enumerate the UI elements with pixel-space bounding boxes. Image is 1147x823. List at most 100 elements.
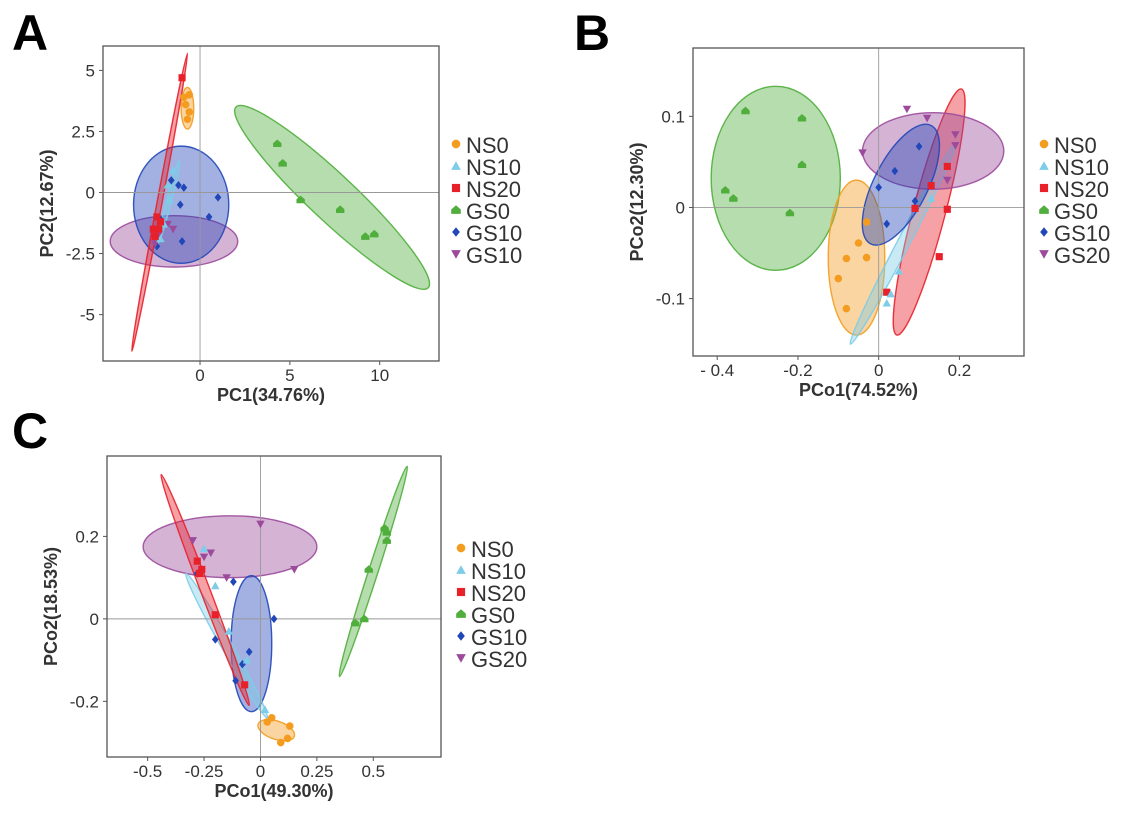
panel-b-point-gs0: [797, 160, 807, 168]
panel-b-legend-key-ns10: [1039, 161, 1049, 170]
panel-b-point-gs20: [951, 142, 960, 150]
panel-a-point-ns0: [181, 100, 190, 109]
panel-a-y-tick-label: 0: [86, 184, 95, 203]
panel-b-ellipse-ns0: [827, 179, 886, 336]
panel-a-point-ns0: [185, 108, 194, 116]
panel-c-x-axis-label: PCo1(49.30%): [214, 781, 333, 801]
panel-b-point-gs0: [729, 194, 738, 202]
panel-c-point-gs10: [245, 647, 253, 657]
panel-c-point-gs10: [270, 614, 278, 624]
panel-a-point-gs10: [167, 176, 175, 185]
panel-b-point-ns10: [926, 194, 936, 202]
panel-a-x-tick-label: 0: [195, 366, 204, 385]
panel-a-y-tick-label: 5: [86, 61, 95, 80]
panel-c-legend-label: NS0: [471, 537, 514, 562]
panel-c-point-ns20: [241, 681, 249, 689]
panel-b-legend-label: GS20: [1054, 243, 1110, 268]
panel-b-x-tick-label: 0: [874, 361, 883, 380]
panel-c-point-gs20: [199, 553, 209, 562]
panel-a-point-gs0: [296, 195, 305, 204]
panel-a-point-ns20: [149, 225, 157, 233]
panel-a-y-axis-label: PC2(12.67%): [37, 149, 57, 257]
panel-c-y-tick-label: -0.2: [70, 692, 99, 711]
panel-a-point-ns10: [163, 180, 172, 189]
panel-b-legend-label: NS10: [1054, 155, 1109, 180]
panel-b-point-ns10: [886, 289, 895, 298]
panel-c-point-gs10: [230, 577, 237, 586]
panel-a-point-ns0: [185, 91, 194, 99]
panel-a-y-tick-label: 2.5: [71, 122, 95, 141]
panel-a-point-gs0: [370, 229, 379, 238]
panel-a-point-ns10: [165, 195, 174, 204]
panel-c-point-ns0: [263, 718, 272, 726]
panel-b-ellipse-gs0: [710, 85, 842, 272]
panel-a-legend-label: GS0: [466, 199, 510, 224]
panel-a-y-tick-label: -2.5: [66, 245, 95, 264]
panel-a-point-gs0: [335, 205, 345, 213]
panel-b-point-gs20: [902, 105, 912, 114]
panel-a-point-ns20: [156, 218, 165, 226]
panel-c-point-ns0: [276, 738, 285, 747]
panel-b-x-tick-label: 0.2: [948, 361, 972, 380]
panel-c-x-tick-label: -0.5: [133, 762, 162, 781]
panel-c-x-tick-label: 0.25: [300, 762, 333, 781]
panel-b-y-tick-label: -0.1: [656, 290, 685, 309]
panel-b-legend-label: NS0: [1054, 133, 1097, 158]
panel-b-legend-key-gs0: [1039, 205, 1049, 214]
panel-a-point-ns20: [155, 225, 163, 233]
panel-c-legend-label: GS10: [471, 625, 527, 650]
panel-a-point-gs0: [278, 159, 287, 167]
panel-a-point-gs10: [178, 237, 186, 246]
panel-c-legend: NS0 NS10 NS20 GS0 GS10 GS20: [456, 537, 527, 672]
panel-b-y-tick-label: 0.1: [661, 107, 685, 126]
panel-c-y-axis-label: PCo2(18.53%): [41, 547, 61, 666]
panel-b-point-ns20: [935, 253, 943, 261]
panel-c-y-tick-label: 0: [90, 610, 99, 629]
panel-c-legend-label: GS0: [471, 603, 515, 628]
panel-b-point-ns10: [882, 298, 891, 307]
panel-c-legend-key-ns0: [456, 543, 466, 553]
panel-c-point-gs10: [211, 635, 219, 644]
panel-b-point-gs10: [883, 219, 891, 229]
panel-b-x-tick-label: - 0.4: [700, 361, 734, 380]
panel-a-point-gs10: [214, 193, 222, 202]
panel-a-label: A: [12, 5, 48, 61]
panel-a-plot-frame: [102, 45, 440, 362]
panel-c-ellipse-ns20: [160, 473, 251, 707]
panel-b-point-gs10: [875, 183, 883, 192]
panel-a-legend-key-ns20: [451, 183, 461, 193]
panel-a-point-gs20: [168, 225, 178, 234]
panel-c-point-ns10: [211, 581, 220, 590]
panel-a-legend-label: NS20: [466, 177, 521, 202]
panel-c-point-gs10: [232, 676, 239, 685]
panel-c-ellipse-gs0: [338, 465, 409, 678]
panel-b-point-gs0: [741, 106, 750, 115]
panel-a-x-tick-label: 5: [285, 366, 294, 385]
panel-b-x-tick-label: -0.2: [783, 361, 812, 380]
panel-b-point-ns0: [854, 239, 863, 247]
panel-c-legend-key-gs20: [456, 654, 466, 663]
panel-c-x-tick-label: 0.5: [361, 762, 385, 781]
panel-c-point-gs0: [382, 528, 392, 536]
panel-b-point-gs0: [721, 185, 730, 194]
panel-a-point-ns20: [153, 213, 161, 221]
panel-c-legend-label: GS20: [471, 647, 527, 672]
panel-b-legend-key-gs20: [1039, 250, 1049, 259]
panel-b-legend-label: NS20: [1054, 177, 1109, 202]
panel-a-point-gs0: [361, 232, 370, 240]
panel-b-legend: NS0 NS10 NS20 GS0 GS10 GS20: [1039, 133, 1110, 268]
panel-c-x-tick-label: -0.25: [185, 762, 224, 781]
panel-c-point-gs20: [188, 537, 197, 545]
panel-b-point-gs10: [891, 166, 899, 176]
panel-a-point-gs20: [150, 240, 160, 248]
panel-c-ellipse-ns0: [257, 718, 296, 742]
panel-a-legend-label: GS10: [466, 221, 522, 246]
panel-c-point-ns10: [199, 544, 209, 553]
panel-b-point-gs20: [951, 131, 960, 139]
panel-b-point-ns0: [834, 274, 843, 283]
panel-b-point-gs0: [785, 208, 795, 217]
panel-b-plot-frame: [692, 47, 1025, 357]
panel-a-point-gs10: [205, 212, 213, 222]
panel-b-point-ns20: [943, 162, 951, 171]
